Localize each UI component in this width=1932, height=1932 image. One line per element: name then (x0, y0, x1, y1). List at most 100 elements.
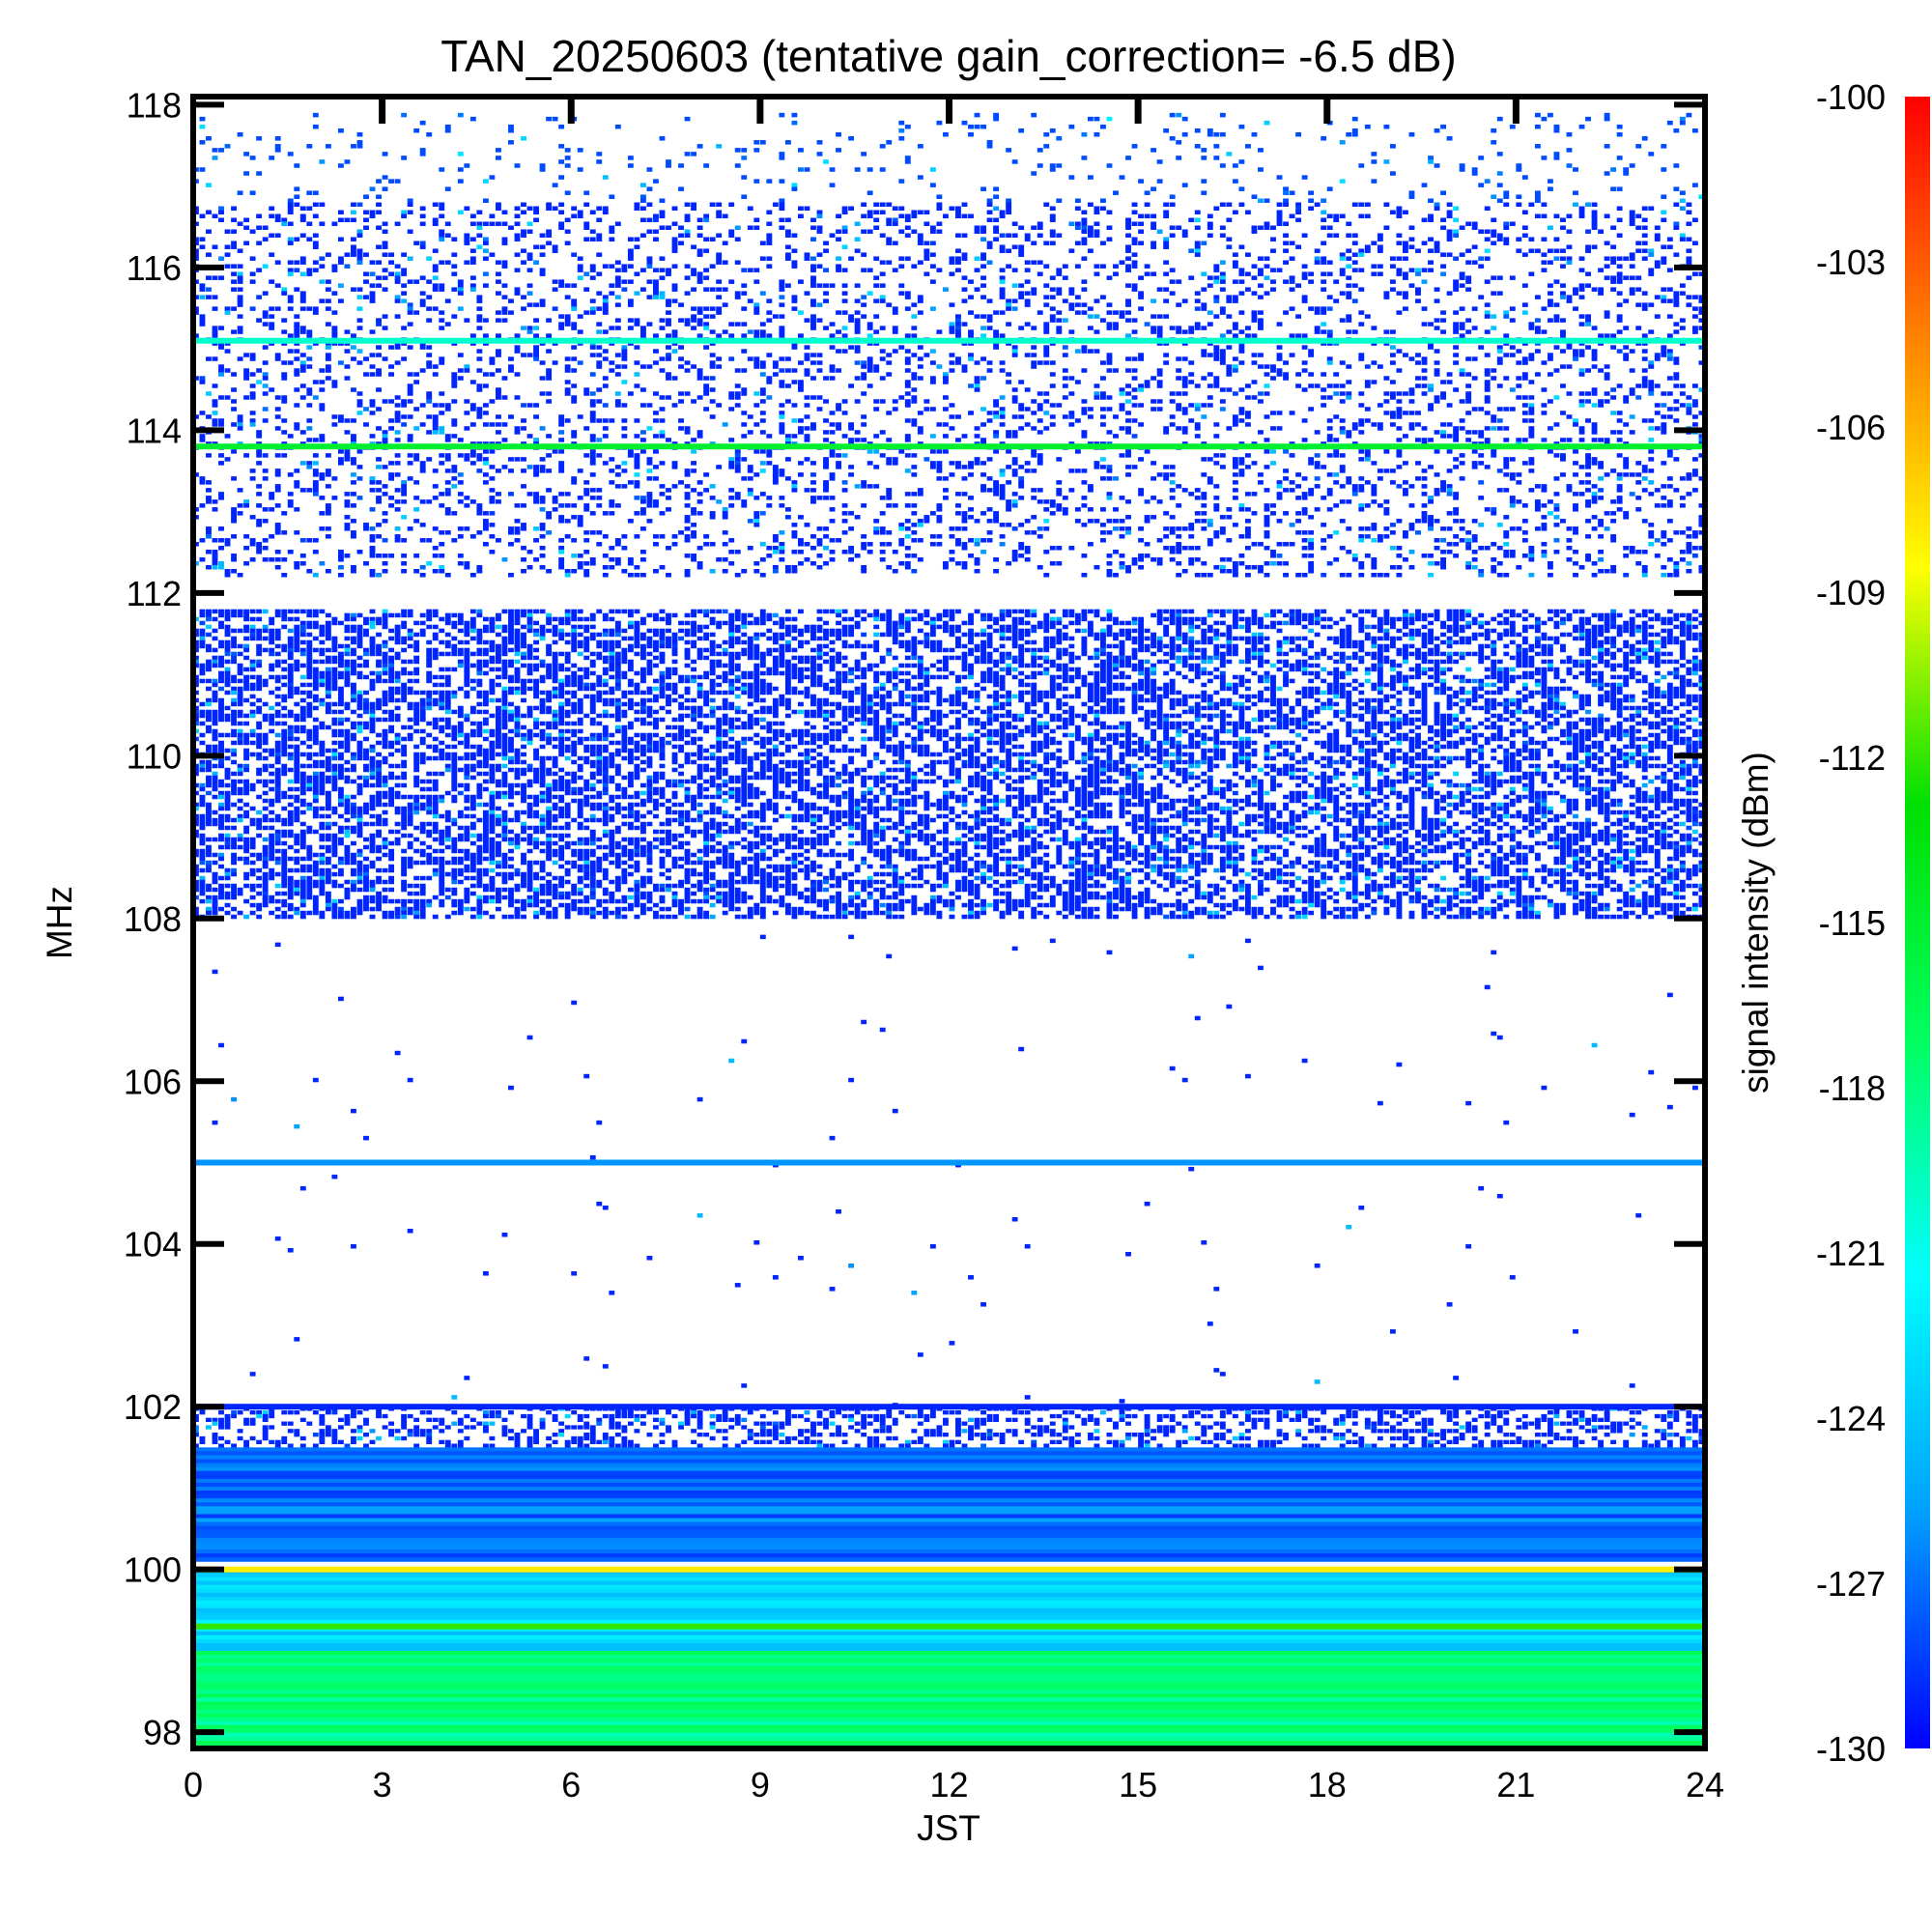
heatmap-cell (1459, 283, 1465, 288)
heatmap-cell (1113, 310, 1119, 315)
heatmap-cell (829, 496, 836, 500)
heatmap-cell (1011, 499, 1018, 504)
heatmap-cell (753, 523, 760, 527)
heatmap-cell (666, 496, 671, 500)
heatmap-cell (691, 523, 697, 527)
heatmap-cell (1081, 225, 1088, 230)
heatmap-cell (993, 225, 1000, 230)
heatmap-cell (331, 476, 338, 481)
heatmap-cell (999, 523, 1006, 527)
heatmap-cell (1396, 519, 1403, 524)
heatmap-cell (237, 426, 243, 431)
heatmap-cell (1578, 295, 1585, 299)
heatmap-cell (376, 260, 382, 265)
heatmap-cell (810, 426, 816, 431)
heatmap-cell (1566, 260, 1573, 265)
heatmap-cell (841, 434, 848, 439)
heatmap-cell (1062, 298, 1068, 303)
heatmap-cell (382, 492, 388, 497)
heatmap-cell (841, 268, 848, 272)
heatmap-cell (1163, 526, 1170, 531)
heatmap-cell (1623, 395, 1630, 400)
heatmap-cell (1207, 476, 1213, 481)
heatmap-cell (1251, 360, 1258, 365)
heatmap-cell (539, 244, 546, 249)
heatmap-cell (759, 469, 766, 473)
heatmap-cell (1389, 411, 1396, 415)
heatmap-cell (571, 213, 578, 218)
heatmap-cell (1188, 372, 1195, 377)
heatmap-cell (1541, 523, 1548, 527)
heatmap-cell (639, 326, 646, 330)
heatmap-cell (546, 469, 553, 473)
heatmap-cell (1181, 380, 1188, 384)
heatmap-cell (1383, 511, 1390, 516)
heatmap-cell (1006, 233, 1012, 238)
heatmap-cell (1666, 519, 1673, 524)
heatmap-cell (419, 302, 426, 307)
heatmap-cell (1232, 210, 1238, 214)
heatmap-cell (784, 140, 791, 145)
heatmap-cell (791, 368, 798, 373)
heatmap-cell (671, 248, 678, 253)
heatmap-cell (980, 252, 986, 257)
heatmap-cell (759, 241, 766, 245)
heatmap-cell (521, 306, 526, 311)
heatmap-cell (1301, 496, 1308, 500)
heatmap-cell (1629, 275, 1635, 280)
heatmap-cell (772, 480, 779, 485)
heatmap-cell (1673, 322, 1680, 327)
heatmap-cell (879, 298, 886, 303)
heatmap-cell (1465, 356, 1472, 361)
heatmap-cell (1188, 523, 1195, 527)
heatmap-cell (496, 221, 501, 226)
heatmap-cell (457, 210, 464, 214)
heatmap-cell (482, 472, 489, 477)
heatmap-cell (867, 384, 873, 388)
heatmap-cell (1156, 159, 1163, 164)
heatmap-cell (439, 229, 445, 234)
heatmap-cell (224, 229, 231, 234)
heatmap-cell (1131, 318, 1138, 323)
heatmap-cell (1698, 298, 1705, 303)
heatmap-cell (1131, 418, 1138, 423)
heatmap-cell (1396, 349, 1403, 354)
heatmap-cell (299, 488, 306, 493)
heatmap-cell (363, 523, 369, 527)
heatmap-cell (609, 469, 615, 473)
heatmap-cell (923, 457, 930, 462)
heatmap-cell (873, 298, 880, 303)
heatmap-cell (1194, 128, 1201, 133)
heatmap-cell (741, 499, 748, 504)
heatmap-cell (1403, 275, 1408, 280)
heatmap-cell (1125, 465, 1131, 469)
heatmap-cell (1679, 291, 1686, 296)
heatmap-cell (779, 283, 785, 288)
heatmap-cell (457, 453, 464, 458)
heatmap-cell (867, 268, 873, 272)
heatmap-cell (1043, 241, 1050, 245)
heatmap-cell (823, 418, 829, 423)
heatmap-cell (634, 384, 640, 388)
heatmap-cell (539, 163, 546, 168)
heatmap-cell (1623, 515, 1630, 520)
heatmap-cell (419, 148, 426, 153)
heatmap-cell (243, 395, 250, 400)
heatmap-cell (759, 511, 766, 516)
heatmap-cell (779, 472, 785, 477)
heatmap-cell (256, 136, 263, 141)
heatmap-cell (1573, 287, 1578, 292)
heatmap-cell (1346, 329, 1352, 334)
heatmap-cell (861, 422, 867, 427)
heatmap-cell (312, 244, 319, 249)
heatmap-cell (1006, 322, 1012, 327)
heatmap-cell (306, 190, 313, 195)
heatmap-cell (1295, 202, 1302, 208)
heatmap-cell (1194, 403, 1201, 408)
heatmap-cell (1238, 472, 1245, 477)
heatmap-cell (684, 503, 691, 508)
heatmap-cell (558, 225, 565, 230)
heatmap-cell (1351, 268, 1358, 272)
heatmap-cell (1219, 526, 1226, 531)
heatmap-cell (1031, 360, 1037, 365)
